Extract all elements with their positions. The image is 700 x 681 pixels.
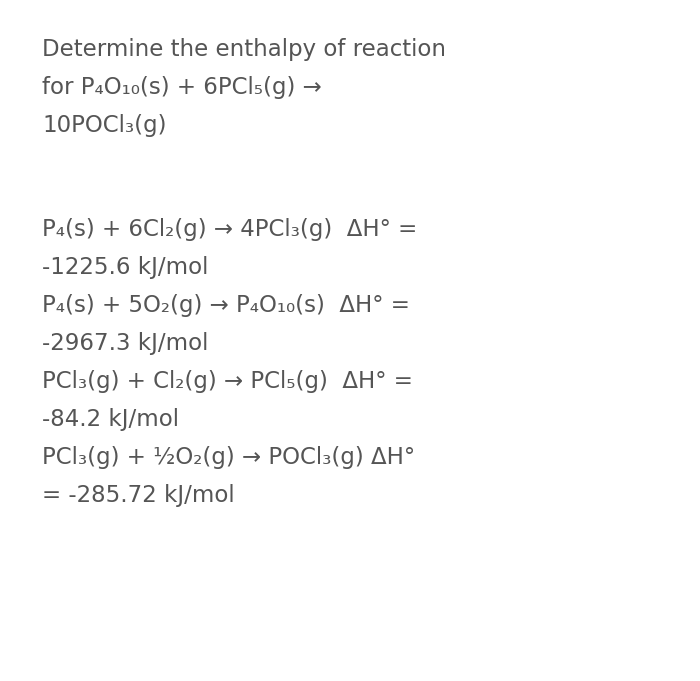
Text: = -285.72 kJ/mol: = -285.72 kJ/mol — [42, 484, 235, 507]
Text: P₄(s) + 5O₂(g) → P₄O₁₀(s)  ΔH° =: P₄(s) + 5O₂(g) → P₄O₁₀(s) ΔH° = — [42, 294, 410, 317]
Text: -2967.3 kJ/mol: -2967.3 kJ/mol — [42, 332, 209, 355]
Text: P₄(s) + 6Cl₂(g) → 4PCl₃(g)  ΔH° =: P₄(s) + 6Cl₂(g) → 4PCl₃(g) ΔH° = — [42, 218, 417, 241]
Text: for P₄O₁₀(s) + 6PCl₅(g) →: for P₄O₁₀(s) + 6PCl₅(g) → — [42, 76, 322, 99]
Text: -84.2 kJ/mol: -84.2 kJ/mol — [42, 408, 179, 431]
Text: PCl₃(g) + Cl₂(g) → PCl₅(g)  ΔH° =: PCl₃(g) + Cl₂(g) → PCl₅(g) ΔH° = — [42, 370, 413, 393]
Text: PCl₃(g) + ½O₂(g) → POCl₃(g) ΔH°: PCl₃(g) + ½O₂(g) → POCl₃(g) ΔH° — [42, 446, 415, 469]
Text: Determine the enthalpy of reaction: Determine the enthalpy of reaction — [42, 38, 446, 61]
Text: -1225.6 kJ/mol: -1225.6 kJ/mol — [42, 256, 209, 279]
Text: 10POCl₃(g): 10POCl₃(g) — [42, 114, 167, 137]
